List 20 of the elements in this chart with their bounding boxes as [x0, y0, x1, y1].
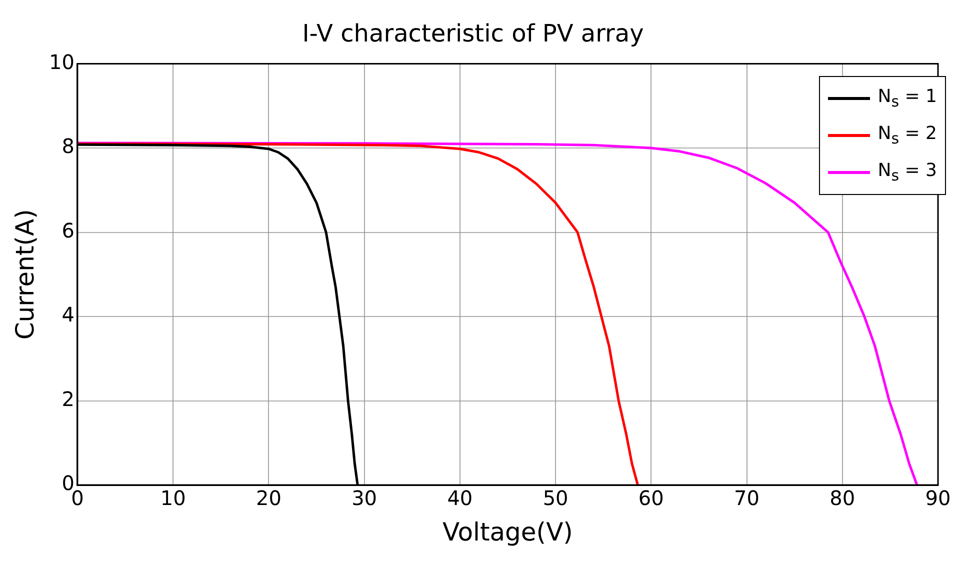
x-tick-label: 50	[542, 486, 568, 510]
chart-title: I-V characteristic of PV array	[302, 20, 644, 48]
x-tick-label: 40	[447, 486, 473, 510]
legend-label: N$_{s}$ = 1	[878, 86, 937, 111]
x-axis-title: Voltage(V)	[442, 518, 573, 546]
x-tick-label: 80	[830, 486, 856, 510]
y-tick-label: 2	[62, 386, 74, 411]
x-tick-label: 70	[734, 486, 760, 510]
y-tick-label: 8	[62, 134, 74, 158]
x-tick-label: 90	[925, 486, 951, 510]
x-tick-label: 60	[638, 486, 664, 510]
y-axis-title: Current(A)	[10, 209, 40, 340]
legend-label: N$_{s}$ = 2	[878, 123, 937, 148]
y-tick-label: 4	[62, 302, 74, 327]
x-tick-label: 30	[352, 486, 378, 510]
y-tick-label: 6	[62, 218, 74, 242]
x-tick-label: 10	[160, 486, 186, 510]
x-tick-label: 20	[256, 486, 282, 510]
legend-label: N$_{s}$ = 3	[878, 160, 937, 185]
y-tick-label: 10	[48, 50, 74, 74]
